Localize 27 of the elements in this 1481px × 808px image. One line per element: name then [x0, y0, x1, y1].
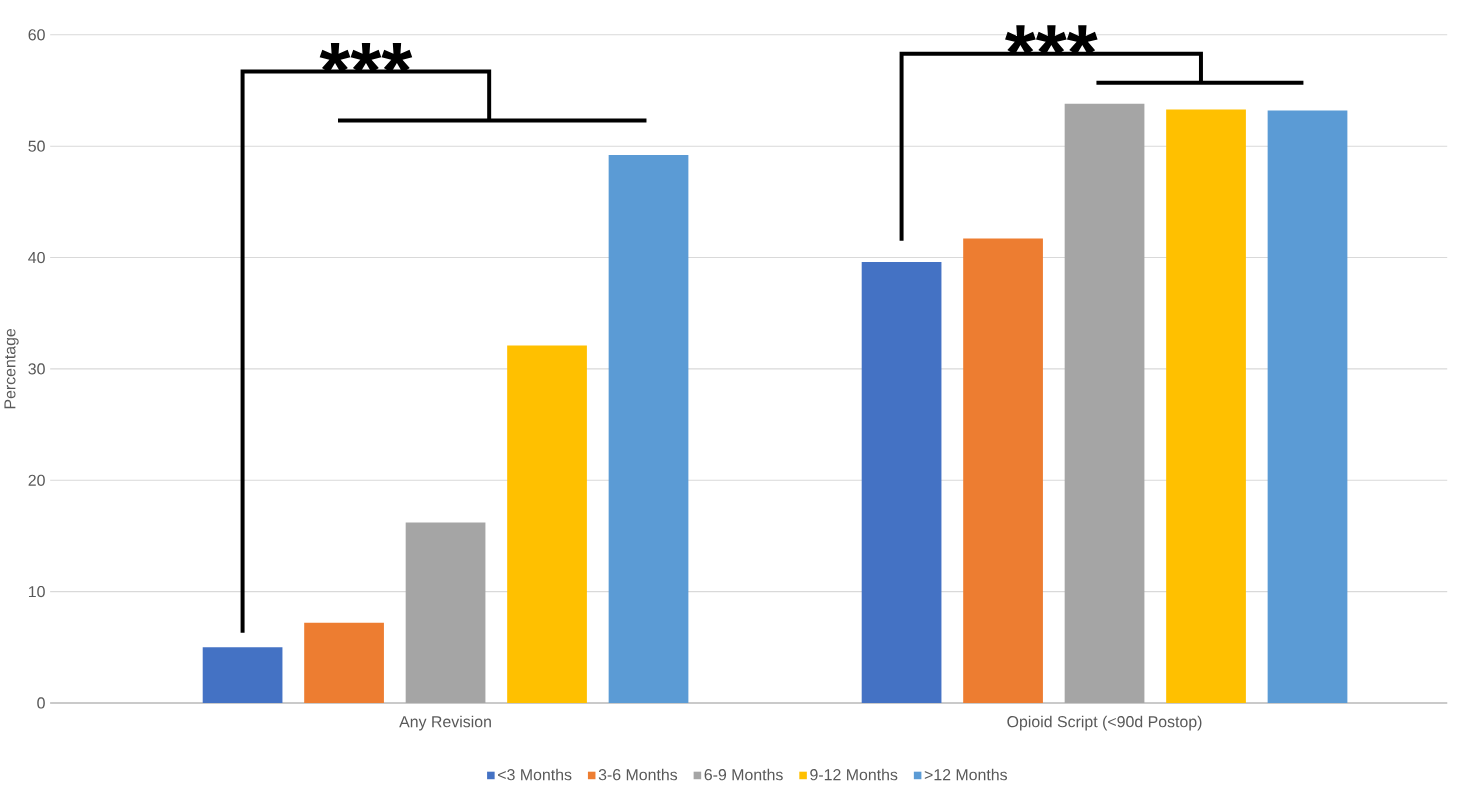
y-tick-label: 50: [28, 140, 45, 152]
x-tick-label: Any Revision: [399, 715, 491, 731]
y-tick-label: 40: [28, 251, 45, 263]
x-tick-label: Opioid Script (<90d Postop): [1007, 715, 1202, 731]
bar: [608, 154, 689, 703]
legend-label: 9-12 Months: [810, 768, 898, 781]
bar: [963, 238, 1043, 703]
y-tick-label: 60: [28, 28, 45, 41]
bar: [1064, 103, 1145, 703]
legend-label: <3 Months: [498, 768, 572, 781]
bar: [507, 345, 587, 703]
bar: [1166, 109, 1246, 703]
bar: [1267, 110, 1348, 703]
bar: [202, 647, 283, 703]
y-tick-label: 10: [28, 585, 45, 598]
bar: [304, 622, 384, 703]
y-tick-label: 0: [37, 697, 45, 709]
bar: [405, 522, 486, 703]
legend-label: 3-6 Months: [598, 768, 678, 781]
y-tick-label: 30: [28, 363, 45, 375]
annotation: ***: [1005, 25, 1098, 55]
legend-label: >12 Months: [924, 768, 1008, 781]
annotation: ***: [319, 42, 413, 73]
y-axis-title: Percentage: [4, 328, 19, 409]
bar: [861, 261, 942, 703]
legend-label: 6-9 Months: [704, 768, 783, 781]
y-tick-label: 20: [28, 474, 45, 486]
